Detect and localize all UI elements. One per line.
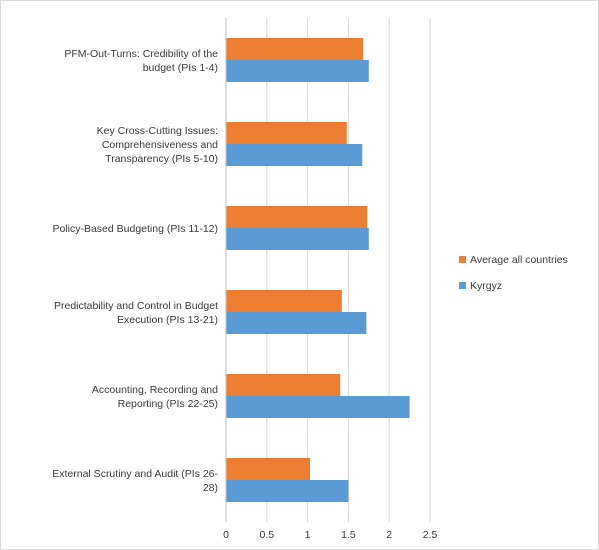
bar-kyrgyz-3 [226,228,369,250]
bar-average-6 [226,458,311,480]
category-label-3: Policy-Based Budgeting (PIs 11-12) [52,223,218,235]
category-label-5: Accounting, Recording and Reporting (PIs … [92,384,218,410]
category-label-4: Predictability and Control in Budget Exec… [54,300,218,326]
x-tick-label-0: 0 [223,529,229,541]
x-tick-label-0.5: 0.5 [259,529,274,541]
category-label-2: Key Cross-Cutting Issues: Comprehensivene… [97,125,219,165]
legend-swatch-average [459,256,466,263]
x-tick-label-1.5: 1.5 [341,529,356,541]
legend-swatch-kyrgyz [459,282,466,289]
category-labels: PFM-Out-Turns: Credibility of the budget … [52,48,218,494]
bar-average-1 [226,38,364,60]
bar-kyrgyz-4 [226,312,367,334]
bar-average-3 [226,206,368,228]
bars [226,38,410,502]
bar-kyrgyz-1 [226,60,369,82]
legend-label-kyrgyz: Kyrgyz [470,280,502,292]
legend: Average all countries Kyrgyz [459,254,568,292]
x-tick-label-1: 1 [305,529,311,541]
legend-label-average: Average all countries [470,254,568,266]
x-tick-label-2.5: 2.5 [423,529,438,541]
bar-kyrgyz-6 [226,480,349,502]
x-tick-label-2: 2 [386,529,392,541]
bar-average-2 [226,122,347,144]
category-label-1: PFM-Out-Turns: Credibility of the budget … [64,48,218,74]
bar-kyrgyz-2 [226,144,363,166]
bar-average-4 [226,290,342,312]
gridlines [266,18,431,522]
x-tick-labels: 0 0.5 1 1.5 2 2.5 [223,529,437,541]
category-label-6: External Scrutiny and Audit (PIs 26-28) [52,468,218,494]
bar-kyrgyz-5 [226,396,410,418]
bar-average-5 [226,374,341,396]
